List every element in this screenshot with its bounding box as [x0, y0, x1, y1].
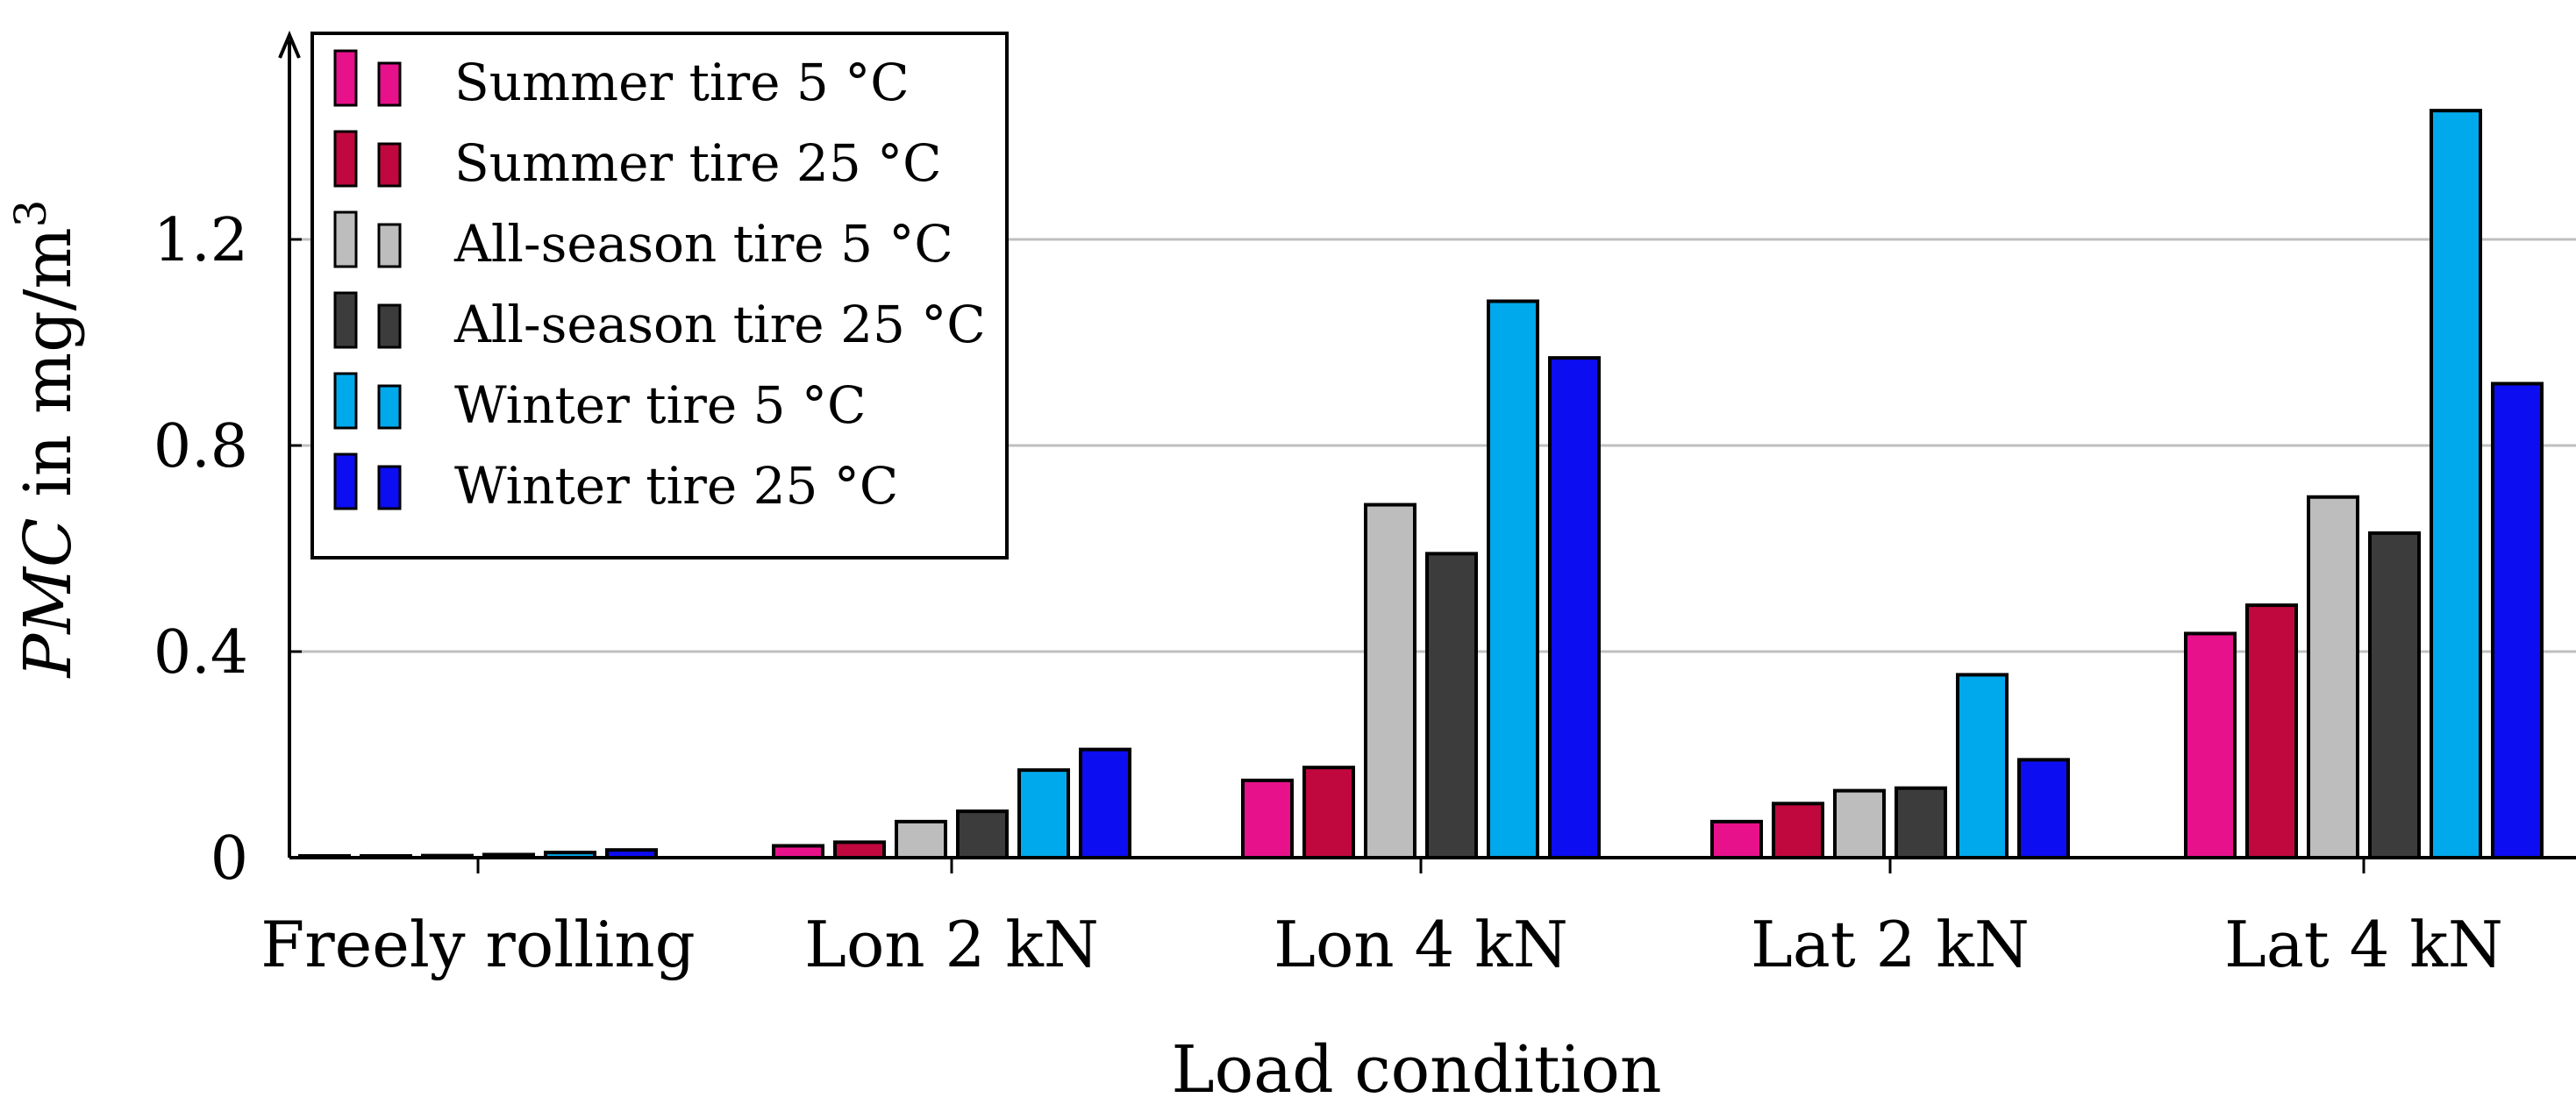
bar: [2017, 758, 2070, 859]
bar: [1895, 786, 1947, 859]
bar: [1772, 802, 1824, 859]
legend-swatch: [333, 210, 358, 268]
legend-swatch: [377, 465, 402, 510]
legend-label: All-season tire 25 °C: [453, 295, 986, 354]
legend-swatch: [333, 291, 358, 349]
bar: [1241, 778, 1294, 859]
x-tick-label: Lat 2 kN: [1751, 908, 2030, 981]
legend-label: All-season tire 5 °C: [453, 214, 953, 274]
y-axis-arrow: [278, 30, 301, 59]
bar: [1710, 819, 1763, 859]
y-tick-label: 0.8: [153, 412, 248, 481]
bar: [2368, 531, 2421, 859]
legend-label: Winter tire 5 °C: [454, 375, 866, 435]
bar: [772, 844, 824, 859]
bar: [1079, 747, 1131, 859]
bar: [2245, 603, 2298, 859]
legend-swatch: [333, 130, 358, 188]
bars: [298, 109, 2544, 860]
legend-box: [310, 32, 1009, 560]
bar: [1833, 788, 1886, 859]
bar: [1487, 299, 1539, 859]
x-tick-label: Lon 4 kN: [1274, 908, 1568, 981]
bar: [1548, 356, 1601, 859]
y-tick-label: 1.2: [153, 206, 248, 275]
tick-labels: 0 0.4 0.8 1.2 Freely rolling Lon 2 kN Lon 4 kN…: [153, 206, 2503, 981]
legend-swatch: [333, 453, 358, 510]
bar: [956, 809, 1009, 859]
y-tick-label: 0: [211, 824, 248, 894]
x-tick-label: Lon 2 kN: [804, 908, 1099, 981]
legend-swatch: [377, 303, 402, 349]
legend-swatch: [377, 223, 402, 268]
legend-label: Summer tire 5 °C: [454, 53, 910, 112]
bar: [2307, 495, 2359, 859]
bar: [2491, 381, 2544, 859]
bar: [895, 819, 947, 859]
x-tick-label: Lat 4 kN: [2224, 908, 2503, 981]
legend-swatch: [377, 61, 402, 107]
bar: [1364, 502, 1416, 859]
y-axis-title-unit: in mg/m: [11, 227, 86, 517]
bar: [833, 840, 886, 859]
bar: [2184, 631, 2237, 859]
x-tick-label: Freely rolling: [260, 908, 696, 981]
y-tick-label: 0.4: [153, 618, 248, 688]
bar: [1956, 673, 2009, 859]
legend-swatch: [377, 142, 402, 188]
bar: [2430, 109, 2482, 859]
legend-swatch: [333, 49, 358, 107]
bar: [1017, 768, 1070, 859]
legend-swatch: [333, 372, 358, 430]
legend: Summer tire 5 °C Summer tire 25 °C All-sea…: [310, 32, 1009, 560]
y-axis-title-exp: 3: [5, 199, 56, 227]
y-axis-title-var: PMC: [11, 517, 86, 679]
x-axis-title: Load condition: [1171, 1032, 1661, 1108]
legend-label: Summer tire 25 °C: [454, 133, 942, 193]
bar: [1425, 552, 1478, 859]
axes: [278, 30, 2576, 873]
bar: [1302, 766, 1355, 859]
y-axis-title: PMC in mg/m3: [5, 199, 86, 679]
legend-label: Winter tire 25 °C: [454, 456, 898, 516]
legend-swatch: [377, 384, 402, 430]
